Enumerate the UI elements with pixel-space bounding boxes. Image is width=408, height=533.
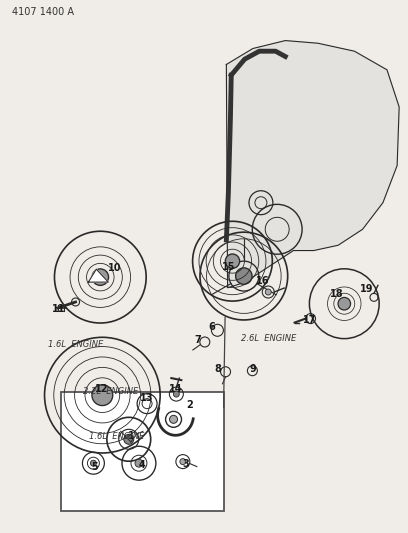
Polygon shape bbox=[89, 269, 108, 282]
Text: 3: 3 bbox=[183, 459, 189, 469]
Circle shape bbox=[265, 289, 271, 295]
Text: 1: 1 bbox=[128, 431, 135, 441]
Circle shape bbox=[92, 385, 113, 406]
Circle shape bbox=[180, 458, 186, 465]
FancyBboxPatch shape bbox=[61, 392, 224, 511]
Text: 12: 12 bbox=[95, 384, 108, 394]
Text: 17: 17 bbox=[303, 314, 317, 325]
Text: 1.6L  ENGINE: 1.6L ENGINE bbox=[89, 432, 144, 441]
Circle shape bbox=[225, 254, 239, 268]
Text: 2.2L  ENGINE: 2.2L ENGINE bbox=[83, 387, 138, 396]
Text: 8: 8 bbox=[215, 364, 222, 374]
Text: 16: 16 bbox=[256, 277, 270, 286]
Text: 13: 13 bbox=[140, 393, 153, 403]
Text: 14: 14 bbox=[169, 384, 182, 394]
Text: 7: 7 bbox=[194, 335, 201, 345]
Text: 15: 15 bbox=[222, 262, 235, 271]
Text: 2: 2 bbox=[186, 400, 193, 410]
Text: 6: 6 bbox=[208, 322, 215, 332]
Text: 4107 1400 A: 4107 1400 A bbox=[12, 7, 74, 18]
Text: 4: 4 bbox=[139, 460, 146, 470]
Text: 18: 18 bbox=[330, 289, 344, 299]
Circle shape bbox=[91, 460, 96, 466]
Circle shape bbox=[92, 269, 109, 285]
Text: 10: 10 bbox=[108, 263, 121, 273]
Text: 2.6L  ENGINE: 2.6L ENGINE bbox=[241, 334, 296, 343]
Circle shape bbox=[236, 268, 252, 284]
Text: 9: 9 bbox=[249, 364, 256, 374]
Text: 19: 19 bbox=[360, 284, 373, 294]
Text: 11: 11 bbox=[52, 304, 65, 314]
Circle shape bbox=[170, 415, 177, 423]
Circle shape bbox=[135, 459, 143, 467]
Circle shape bbox=[173, 391, 180, 397]
Circle shape bbox=[124, 434, 134, 445]
Circle shape bbox=[338, 297, 350, 310]
Polygon shape bbox=[226, 41, 399, 288]
Text: 5: 5 bbox=[91, 463, 98, 472]
Text: 1.6L  ENGINE: 1.6L ENGINE bbox=[48, 340, 104, 349]
